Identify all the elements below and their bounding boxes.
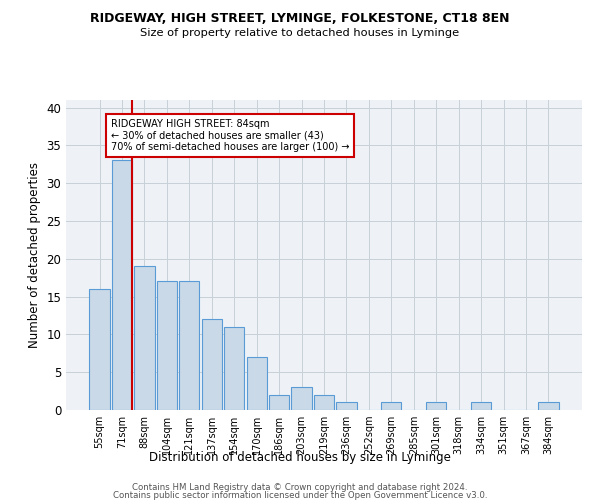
Bar	[157, 282, 177, 410]
Bar	[471, 402, 491, 410]
Bar	[89, 289, 110, 410]
Bar	[292, 388, 311, 410]
Bar	[247, 357, 267, 410]
Text: RIDGEWAY HIGH STREET: 84sqm
← 30% of detached houses are smaller (43)
70% of sem: RIDGEWAY HIGH STREET: 84sqm ← 30% of det…	[111, 119, 349, 152]
Bar	[381, 402, 401, 410]
Y-axis label: Number of detached properties: Number of detached properties	[28, 162, 41, 348]
Bar	[538, 402, 559, 410]
Text: Contains public sector information licensed under the Open Government Licence v3: Contains public sector information licen…	[113, 492, 487, 500]
Text: Contains HM Land Registry data © Crown copyright and database right 2024.: Contains HM Land Registry data © Crown c…	[132, 483, 468, 492]
Bar	[224, 327, 244, 410]
Bar	[179, 282, 199, 410]
Bar	[337, 402, 356, 410]
Text: Size of property relative to detached houses in Lyminge: Size of property relative to detached ho…	[140, 28, 460, 38]
Bar	[426, 402, 446, 410]
Bar	[202, 320, 222, 410]
Text: RIDGEWAY, HIGH STREET, LYMINGE, FOLKESTONE, CT18 8EN: RIDGEWAY, HIGH STREET, LYMINGE, FOLKESTO…	[90, 12, 510, 26]
Bar	[269, 395, 289, 410]
Text: Distribution of detached houses by size in Lyminge: Distribution of detached houses by size …	[149, 451, 451, 464]
Bar	[112, 160, 132, 410]
Bar	[134, 266, 155, 410]
Bar	[314, 395, 334, 410]
